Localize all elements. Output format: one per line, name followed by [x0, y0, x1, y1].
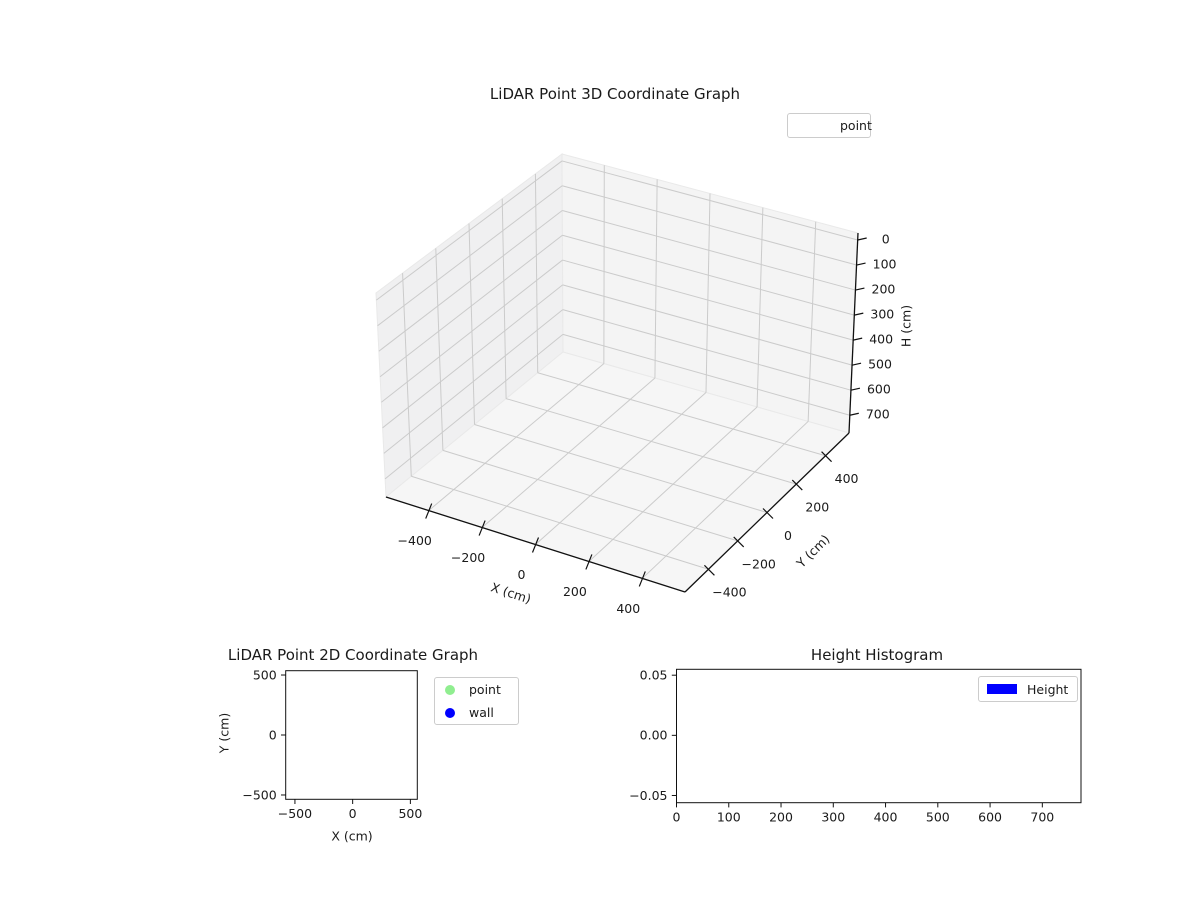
- x-tick-label: 300: [821, 810, 845, 825]
- grid-x-floor: [481, 377, 656, 528]
- x-tick-label: 400: [874, 810, 898, 825]
- y-tick-label: 200: [805, 499, 829, 514]
- x-tick-label: 100: [717, 810, 741, 825]
- plot2d-xlabel: X (cm): [331, 828, 373, 844]
- y-tick-label: 0.00: [640, 728, 668, 743]
- z-tick-label: 100: [873, 256, 897, 271]
- x-tick-label: 600: [978, 810, 1002, 825]
- x-tick: [478, 520, 486, 536]
- z-tick: [855, 287, 865, 291]
- grid-x-wall: [756, 207, 764, 407]
- plot3d-zlabel: H (cm): [898, 304, 914, 348]
- z-axis-line: [848, 232, 859, 434]
- y-tick-label: 0: [784, 528, 792, 543]
- x-tick-label: 400: [616, 601, 640, 616]
- x-tick-label: −500: [278, 806, 312, 821]
- wall-marker-swatch: [445, 707, 455, 718]
- y-tick-label: −200: [742, 556, 776, 571]
- grid-y-wall: [534, 173, 539, 373]
- x-tick-label: 700: [1030, 810, 1054, 825]
- legend-row: Height: [979, 678, 1077, 701]
- y-tick: [791, 479, 803, 491]
- x-tick: [585, 554, 593, 570]
- grid-y-wall: [468, 223, 475, 425]
- grid-x-wall: [654, 179, 658, 379]
- z-tick: [849, 412, 859, 416]
- legend-marker-empty: [796, 121, 826, 131]
- y-tick: [733, 536, 745, 548]
- histogram-title: Height Histogram: [810, 646, 944, 664]
- grid-x-wall: [705, 193, 711, 393]
- plot3d-title: LiDAR Point 3D Coordinate Graph: [489, 85, 741, 103]
- x-tick-label: 200: [769, 810, 793, 825]
- y-tick-label: −500: [242, 787, 276, 802]
- y-tick-label: 0.05: [640, 668, 668, 683]
- grid-y-wall: [435, 248, 444, 451]
- x-tick-label: −200: [451, 550, 485, 565]
- x-tick: [638, 571, 646, 587]
- x-tick-label: 0: [518, 567, 526, 582]
- y-tick-label: −0.05: [629, 788, 667, 803]
- z-tick-label: 700: [866, 407, 890, 422]
- legend-label-height: Height: [1027, 681, 1069, 697]
- y-tick-label: −400: [712, 585, 746, 600]
- legend-label-point: point: [840, 118, 872, 133]
- plot2d-title: LiDAR Point 2D Coordinate Graph: [227, 646, 479, 664]
- y-tick: [821, 451, 832, 463]
- z-tick: [857, 237, 867, 241]
- y-tick-label: 500: [253, 667, 277, 682]
- point-marker-swatch: [445, 684, 455, 695]
- grid-x-floor: [535, 392, 707, 545]
- legend-row: wall: [435, 701, 518, 724]
- legend-label-point: point: [469, 682, 501, 697]
- z-tick: [850, 387, 861, 391]
- plot2d-ylabel: Y (cm): [216, 712, 232, 754]
- x-tick-label: 500: [398, 806, 422, 821]
- lidar-2d-axes-box: [285, 670, 418, 800]
- y-tick-label: 0: [269, 727, 277, 742]
- histogram-legend: Height: [978, 676, 1078, 702]
- z-tick: [856, 262, 866, 266]
- x-tick-label: 200: [563, 584, 587, 599]
- grid-y-wall: [402, 273, 412, 477]
- y-tick: [762, 508, 774, 519]
- z-tick-label: 300: [870, 306, 894, 321]
- legend-row: point: [788, 114, 872, 137]
- z-tick-label: 400: [869, 332, 893, 347]
- grid-x-floor: [428, 363, 605, 511]
- grid-y-wall: [501, 198, 507, 399]
- x-tick-label: 500: [926, 810, 950, 825]
- y-tick: [704, 564, 715, 576]
- plot3d-legend: point: [787, 113, 872, 138]
- z-tick: [854, 312, 864, 316]
- grid-x-floor: [588, 406, 758, 562]
- grid-x-floor: [641, 421, 809, 579]
- z-tick-label: 500: [868, 357, 892, 372]
- legend-label-wall: wall: [469, 705, 494, 720]
- y-tick-label: 400: [835, 471, 859, 486]
- z-tick-label: 200: [872, 281, 896, 296]
- height-bar-swatch: [987, 684, 1017, 694]
- x-tick-label: −400: [398, 533, 432, 548]
- z-tick-label: 600: [867, 382, 891, 397]
- x-tick: [531, 537, 540, 553]
- plot2d-legend: point wall: [434, 677, 519, 725]
- x-tick-label: 0: [349, 806, 357, 821]
- x-tick-label: 0: [673, 810, 681, 825]
- z-tick-label: 0: [882, 231, 890, 246]
- z-tick: [851, 362, 862, 366]
- grid-x-wall: [807, 221, 817, 422]
- z-tick: [853, 337, 863, 341]
- legend-row: point: [435, 678, 518, 701]
- x-tick: [425, 503, 433, 519]
